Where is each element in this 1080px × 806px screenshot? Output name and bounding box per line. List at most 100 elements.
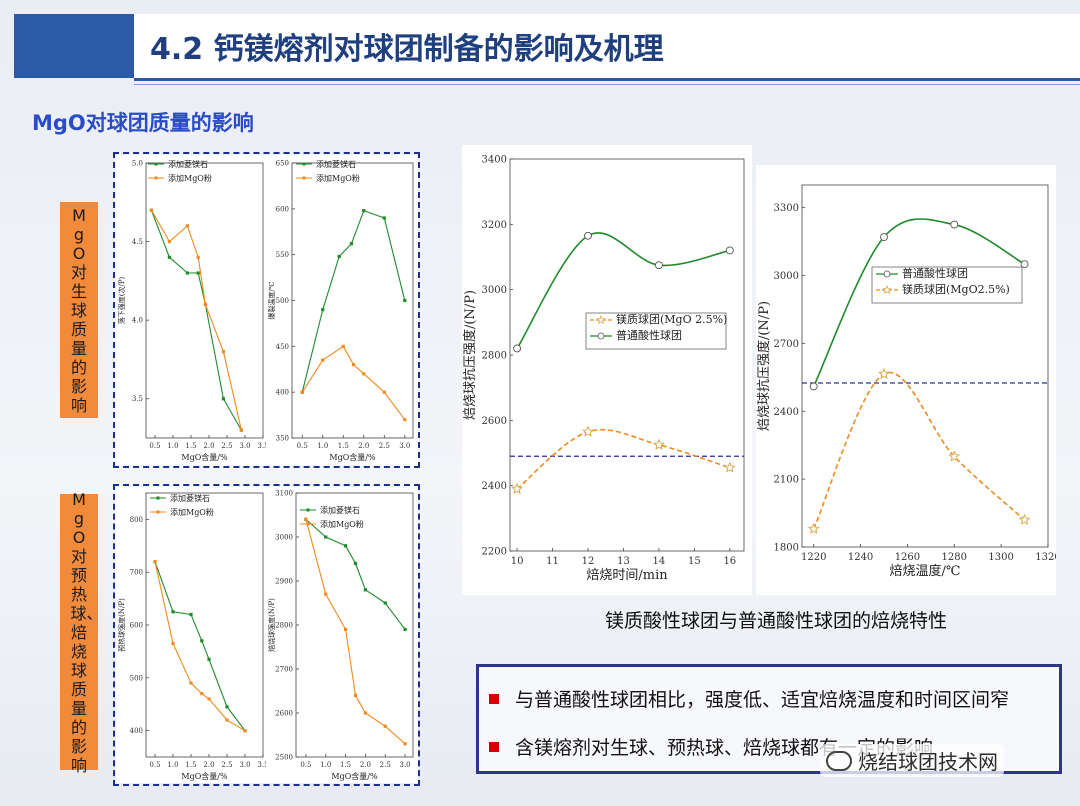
chart-fired-strength: 0.5 1.0 1.5 2.0 2.5 3.0 2500 2600 2700 2800 2900 30… <box>267 489 414 781</box>
y-axis-label: 焙烧球强度(N/P) <box>267 598 276 652</box>
chart-burst-temp: 0.5 1.0 1.5 2.0 2.5 3.0 350 400 450 500 550 600 650 M… <box>267 159 414 462</box>
y-axis-label: 焙烧球抗压强度/(N/P) <box>756 301 772 431</box>
plot-frame <box>509 158 745 552</box>
x-tick-label: 0.5 <box>300 761 311 769</box>
legend-marker <box>154 176 158 180</box>
y-tick-label: 3200 <box>482 220 507 231</box>
x-tick-label: 1.0 <box>320 761 331 769</box>
data-point <box>337 254 341 259</box>
legend-star-marker <box>596 315 606 325</box>
data-point <box>362 372 366 376</box>
data-point <box>203 302 207 307</box>
data-point <box>403 742 407 746</box>
x-tick-label: 1.0 <box>167 442 178 450</box>
y-tick-label: 2400 <box>774 407 799 418</box>
data-point <box>403 627 407 631</box>
data-point-star <box>1018 513 1031 525</box>
legend-star-marker <box>882 285 892 295</box>
y-tick-label: 3000 <box>275 533 293 541</box>
x-tick-label: 2.5 <box>221 442 232 450</box>
series-line <box>154 561 246 731</box>
legend-label: 添加菱镁石 <box>170 493 210 503</box>
x-axis-label: MgO含量/% <box>181 452 228 462</box>
data-point-circle <box>513 344 522 353</box>
data-point-star <box>807 522 820 534</box>
fired-pellet-group-box <box>113 484 420 786</box>
data-point <box>383 724 387 728</box>
legend-label: 普通酸性球团 <box>616 328 682 342</box>
y-tick-label: 3300 <box>774 203 799 214</box>
data-point-star <box>582 425 594 437</box>
y-tick-label: 4.5 <box>132 238 143 246</box>
x-tick-label: 0.5 <box>297 442 308 450</box>
side-label-green-pellet: MgO对生球质量的影响 <box>60 202 98 418</box>
data-point <box>171 610 175 614</box>
y-tick-label: 400 <box>276 389 289 397</box>
y-tick-label: 400 <box>130 727 143 735</box>
legend-box <box>585 312 727 350</box>
chart-roast-temp-panel: 1220 1240 1260 1280 1300 1320 1800 2100 2400 2700… <box>756 165 1061 595</box>
plot-frame <box>295 492 414 758</box>
x-tick-label: 0.5 <box>149 442 160 450</box>
x-axis-label: MgO含量/% <box>329 452 376 462</box>
data-point <box>200 639 204 643</box>
x-tick-label: 3.0 <box>239 442 250 450</box>
series-line <box>150 209 242 431</box>
x-tick-label: 1240 <box>848 552 873 563</box>
legend-circle-marker <box>883 270 891 278</box>
side-label-green-pellet-text: MgO对生球质量的影响 <box>70 205 87 415</box>
x-tick-label: 1.0 <box>317 442 328 450</box>
bullet-marker-icon <box>489 741 499 752</box>
slide-title: 4.2 钙镁熔剂对球团制备的影响及机理 <box>150 32 664 67</box>
plot-frame <box>291 162 414 439</box>
plot-frame <box>801 184 1049 548</box>
data-point <box>189 681 193 685</box>
data-point <box>167 239 171 244</box>
y-tick-label: 650 <box>276 159 289 167</box>
x-tick-label: 14 <box>653 556 666 567</box>
y-tick-label: 3100 <box>275 489 293 497</box>
side-label-fired-pellet-text: MgO对预热球、焙烧球质量的影响 <box>70 489 103 775</box>
header-underline <box>134 78 1080 81</box>
x-tick-label: 13 <box>617 556 630 567</box>
x-tick-label: 3.5 <box>257 761 268 769</box>
y-tick-label: 500 <box>276 297 289 305</box>
section-subtitle: MgO对球团质量的影响 <box>32 111 254 135</box>
data-point <box>383 601 387 605</box>
y-tick-label: 2400 <box>482 481 507 492</box>
legend-marker <box>154 162 158 166</box>
data-point <box>185 271 189 275</box>
data-point-star <box>948 450 961 462</box>
wechat-icon <box>826 750 852 771</box>
header-accent-bar <box>14 14 134 78</box>
data-point <box>363 711 368 715</box>
data-point <box>185 224 189 228</box>
legend-marker <box>302 162 306 166</box>
x-tick-label: 2.0 <box>360 761 371 769</box>
y-tick-label: 550 <box>276 251 289 259</box>
y-axis-label: 焙烧球抗压强度/(N/P) <box>462 290 478 420</box>
data-point <box>221 397 225 401</box>
data-point <box>382 390 386 394</box>
header-underline-thin <box>134 84 1080 85</box>
legend-label: 添加MgO粉 <box>168 173 212 183</box>
data-point <box>300 390 304 394</box>
x-tick-label: 2.0 <box>203 442 214 450</box>
data-point-circle <box>654 261 663 270</box>
y-tick-label: 2900 <box>275 577 293 585</box>
x-tick-label: 1.5 <box>340 761 351 769</box>
x-tick-label: 2.5 <box>221 761 232 769</box>
data-point <box>341 344 345 348</box>
x-tick-label: 1300 <box>988 552 1013 563</box>
x-tick-label: 2.0 <box>203 761 214 769</box>
data-point-star <box>511 482 523 494</box>
x-tick-label: 2.0 <box>358 442 369 450</box>
legend-label: 镁质球团(MgO 2.5%) <box>616 312 727 326</box>
plot-frame <box>145 492 264 758</box>
series-line <box>305 519 406 745</box>
summary-bullet-1-text: 与普通酸性球团相比，强度低、适宜焙烧温度和时间区间窄 <box>515 689 1010 711</box>
y-tick-label: 800 <box>130 516 143 524</box>
chart-preheated-strength-panel: 0.5 1.0 1.5 2.0 2.5 3.0 3.5 400 500 600 700 800 MgO含… <box>116 487 269 783</box>
data-point-circle <box>809 382 818 391</box>
y-tick-label: 2600 <box>275 709 293 717</box>
